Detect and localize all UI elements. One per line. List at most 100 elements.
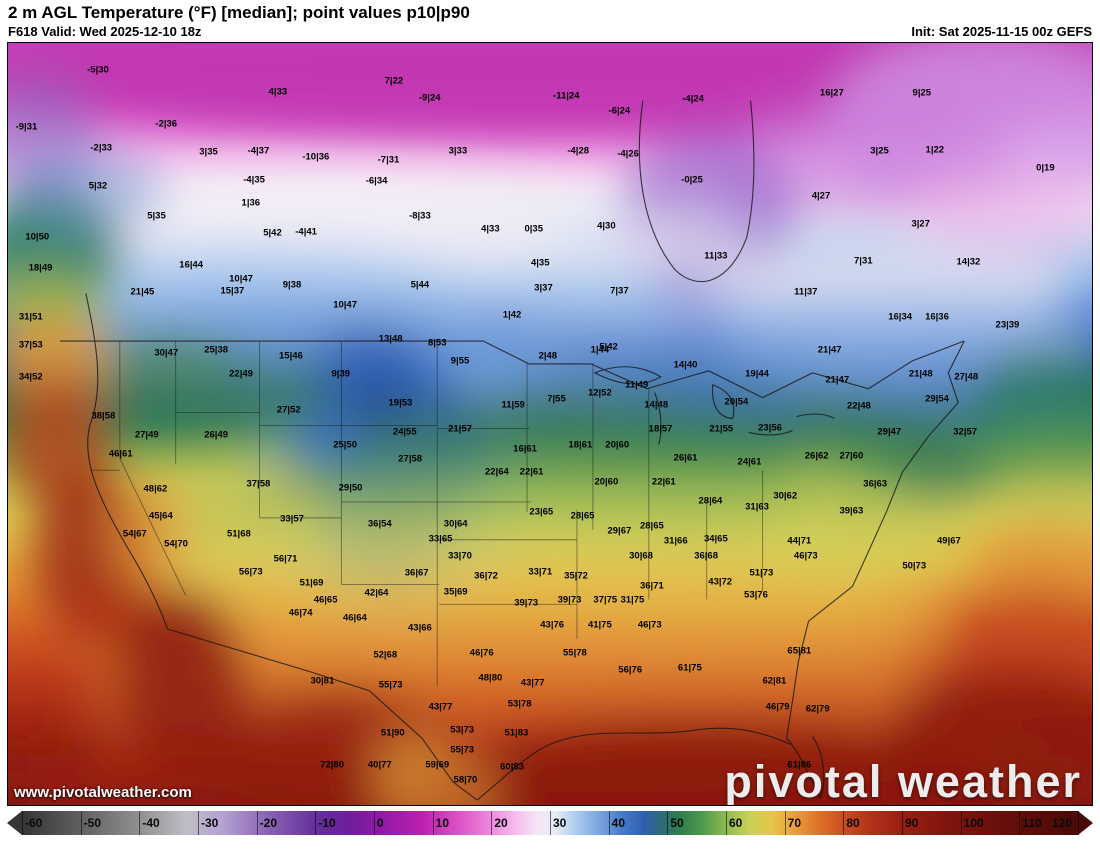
- point-value: 36|68: [694, 550, 718, 562]
- colorbar-left-arrow: [7, 811, 22, 835]
- colorbar-tick-label: -50: [83, 816, 101, 830]
- colorbar-tick-label: 110: [1022, 816, 1042, 830]
- point-value: 42|64: [364, 587, 389, 599]
- point-value: 7|55: [547, 393, 566, 405]
- temperature-field-svg: [8, 43, 1092, 805]
- point-value: 3|27: [911, 218, 930, 230]
- point-value: 9|39: [331, 368, 351, 380]
- point-value: 7|37: [610, 285, 629, 297]
- point-value: 20|60: [594, 476, 619, 488]
- point-value: 46|74: [288, 607, 313, 619]
- colorbar-strip: -60 -50 -40 -30 -20 -10 0 10 20 30 40 50 60 70 80 90 100…: [22, 811, 1079, 835]
- colorbar-tick: [1078, 811, 1079, 835]
- point-value: 56|73: [238, 566, 263, 578]
- point-value: 20|60: [605, 439, 630, 451]
- point-value: 45|64: [148, 510, 173, 522]
- point-value: 26|49: [204, 429, 229, 441]
- point-value: 23|65: [529, 506, 554, 518]
- point-value: 5|42: [263, 227, 282, 239]
- point-value: -9|31: [15, 121, 38, 133]
- point-value: 9|38: [282, 279, 302, 291]
- geographic-borders: [59, 100, 965, 801]
- point-value: 21|48: [908, 368, 933, 380]
- point-value: 60|83: [500, 761, 524, 773]
- colorbar-tick: [726, 811, 727, 835]
- point-value: 16|27: [819, 87, 844, 99]
- point-value: 62|81: [762, 675, 787, 687]
- point-value: 51|68: [226, 528, 251, 540]
- point-value: 21|47: [817, 344, 842, 356]
- point-value: -6|24: [608, 105, 631, 117]
- point-value: 62|79: [805, 703, 830, 715]
- point-value: 43|72: [708, 576, 733, 588]
- point-value: 11|59: [501, 399, 525, 411]
- colorbar-tick: [80, 811, 82, 835]
- point-value: 21|55: [709, 423, 734, 435]
- point-value: 50|73: [902, 560, 927, 572]
- point-value: 14|40: [673, 359, 698, 371]
- point-value: 22|64: [484, 466, 509, 478]
- point-value: 36|63: [863, 478, 888, 490]
- colorbar-tick: [22, 811, 23, 835]
- point-value: 22|61: [519, 466, 544, 478]
- point-value: -9|24: [418, 92, 441, 104]
- point-value: -4|41: [295, 226, 317, 238]
- point-value: 41|75: [587, 619, 612, 631]
- point-value: 0|35: [524, 223, 543, 235]
- colorbar-tick: [843, 811, 845, 835]
- point-value: 34|65: [703, 533, 728, 545]
- point-value: 16|34: [888, 311, 913, 323]
- point-value: 30|62: [773, 490, 798, 502]
- colorbar-tick-label: 60: [729, 816, 743, 830]
- point-value: 4|33: [481, 223, 500, 235]
- point-value: -2|36: [155, 118, 178, 130]
- colorbar-tick: [374, 811, 375, 835]
- colorbar-tick: [315, 811, 317, 835]
- colorbar-tick-label: -30: [201, 816, 219, 830]
- point-value: 27|52: [276, 404, 301, 416]
- point-value: 54|70: [164, 538, 188, 550]
- point-value: 5|44: [410, 279, 430, 291]
- point-value: 53|78: [507, 698, 532, 710]
- colorbar-tick: [198, 811, 199, 835]
- point-value: 16|36: [925, 311, 949, 323]
- point-value: 9|55: [450, 355, 470, 367]
- point-value: 22|49: [229, 368, 253, 380]
- point-value: 27|60: [839, 450, 864, 462]
- point-value: 11|33: [704, 250, 728, 262]
- colorbar-right-arrow: [1078, 811, 1093, 835]
- colorbar-tick: [784, 811, 786, 835]
- point-value: 19|53: [388, 397, 413, 409]
- point-value: 3|37: [534, 282, 553, 294]
- point-value: 33|70: [448, 550, 472, 562]
- point-value: 28|65: [639, 520, 664, 532]
- colorbar-tick-label: 10: [435, 816, 450, 830]
- point-value: 55|73: [378, 679, 403, 691]
- point-value: 3|33: [448, 145, 468, 157]
- point-value: 18|61: [568, 439, 593, 451]
- point-value: -6|34: [365, 175, 388, 187]
- point-value: -0|25: [681, 174, 703, 186]
- point-value: 31|66: [663, 535, 688, 547]
- point-value: 20|54: [724, 396, 749, 408]
- point-value: -4|26: [617, 148, 639, 160]
- point-value: 31|51: [18, 311, 43, 323]
- point-value: 11|37: [794, 286, 818, 298]
- colorbar-tick: [256, 811, 258, 835]
- colorbar-tick-label: 20: [494, 816, 508, 830]
- point-value: 40|77: [367, 759, 392, 771]
- point-value: 2|48: [538, 350, 558, 362]
- point-value: 31|63: [745, 501, 769, 513]
- point-value: 48|62: [143, 483, 168, 495]
- point-value: 24|55: [392, 426, 417, 438]
- colorbar-tick: [667, 811, 669, 835]
- colorbar-tick-label: -10: [318, 816, 336, 830]
- point-value: 25|38: [204, 344, 229, 356]
- point-value: 36|71: [639, 580, 664, 592]
- point-value: 22|48: [847, 400, 871, 412]
- point-value: 7|31: [854, 255, 873, 267]
- point-value: 9|25: [912, 87, 932, 99]
- point-value: 26|62: [804, 450, 829, 462]
- point-value: 8|53: [427, 337, 447, 349]
- page-title: 2 m AGL Temperature (°F) [median]; point…: [8, 3, 470, 22]
